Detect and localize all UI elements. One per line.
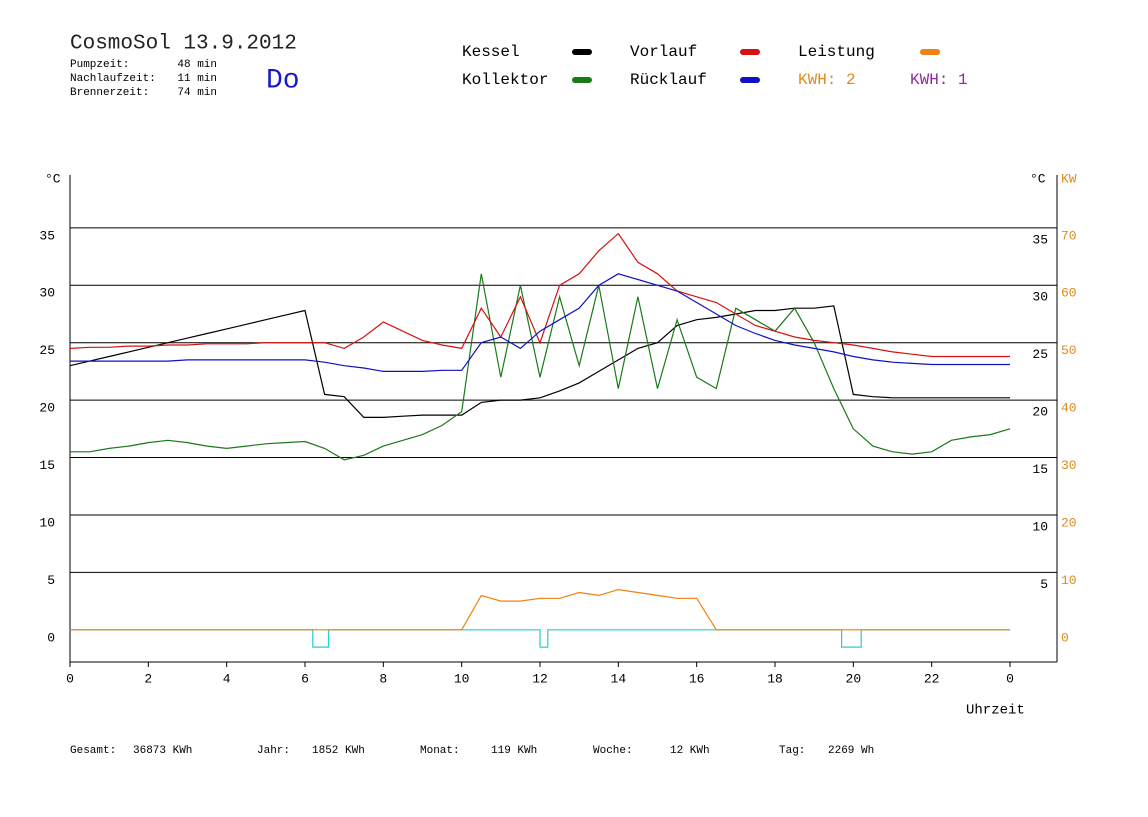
y-tick-label: 15 <box>39 458 55 473</box>
y2-tick-label: 0 <box>1061 630 1069 645</box>
x-tick-label: 20 <box>846 671 862 686</box>
y-axis-label: °C <box>45 171 61 186</box>
footer-value: 119 KWh <box>491 745 537 757</box>
legend-extra: KWH: 1 <box>910 71 968 89</box>
chart-title: CosmoSol 13.9.2012 <box>70 33 297 56</box>
footer-value: 12 KWh <box>670 745 710 757</box>
y-tick-label: 0 <box>47 630 55 645</box>
y-tick-label: 25 <box>39 343 55 358</box>
x-tick-label: 0 <box>66 671 74 686</box>
stat-label: Pumpzeit: <box>70 59 129 71</box>
stat-value: 11 min <box>177 73 217 85</box>
y-tick-label: 35 <box>39 228 55 243</box>
footer-value: 1852 KWh <box>312 745 365 757</box>
x-tick-label: 0 <box>1006 671 1014 686</box>
x-tick-label: 18 <box>767 671 783 686</box>
legend-label: Rücklauf <box>630 71 707 89</box>
x-tick-label: 14 <box>611 671 627 686</box>
y-right-tick-label: 20 <box>1032 405 1048 420</box>
series-line <box>69 305 1010 418</box>
weekday: Do <box>266 65 300 96</box>
y-right-tick-label: 35 <box>1032 232 1048 247</box>
y2-tick-label: 70 <box>1061 228 1077 243</box>
y2-tick-label: 10 <box>1061 573 1077 588</box>
x-tick-label: 4 <box>223 671 231 686</box>
footer-label: Jahr: <box>257 745 290 757</box>
y2-axis-unit: °C <box>1030 171 1046 186</box>
y-right-tick-label: 30 <box>1032 290 1048 305</box>
y-right-tick-label: 5 <box>1040 577 1048 592</box>
y2-tick-label: 50 <box>1061 343 1077 358</box>
y-tick-label: 20 <box>39 401 55 416</box>
x-tick-label: 6 <box>301 671 309 686</box>
series-line <box>69 232 1010 358</box>
legend-label: Kessel <box>462 43 520 61</box>
y-right-tick-label: 15 <box>1032 462 1048 477</box>
y2-tick-label: 40 <box>1061 401 1077 416</box>
y-right-tick-label: 10 <box>1032 519 1048 534</box>
x-tick-label: 2 <box>144 671 152 686</box>
legend-label: Vorlauf <box>630 43 697 61</box>
x-tick-label: 16 <box>689 671 705 686</box>
y-tick-label: 10 <box>39 515 55 530</box>
x-axis-label: Uhrzeit <box>966 703 1025 719</box>
x-tick-label: 12 <box>532 671 548 686</box>
series-line <box>70 629 1010 648</box>
y2-axis-label: KW <box>1061 171 1077 186</box>
x-tick-label: 22 <box>924 671 940 686</box>
y-tick-label: 30 <box>39 286 55 301</box>
footer-label: Woche: <box>593 745 633 757</box>
stat-value: 74 min <box>177 87 217 99</box>
x-tick-label: 8 <box>379 671 387 686</box>
footer-value: 36873 KWh <box>133 745 192 757</box>
series-line <box>70 588 1010 631</box>
footer-value: 2269 Wh <box>828 745 874 757</box>
stat-label: Nachlaufzeit: <box>70 73 156 85</box>
stat-label: Brennerzeit: <box>70 87 149 99</box>
footer-label: Gesamt: <box>70 745 116 757</box>
y-right-tick-label: 25 <box>1032 347 1048 362</box>
legend-label: Kollektor <box>462 71 548 89</box>
legend-label: Leistung <box>798 43 875 61</box>
stat-value: 48 min <box>177 59 217 71</box>
footer-label: Tag: <box>779 745 805 757</box>
y2-tick-label: 60 <box>1061 286 1077 301</box>
y-tick-label: 5 <box>47 573 55 588</box>
legend-extra: KWH: 2 <box>798 71 856 89</box>
series-line <box>70 273 1011 461</box>
x-tick-label: 10 <box>454 671 470 686</box>
footer-label: Monat: <box>420 745 460 757</box>
series-line <box>70 273 1010 372</box>
y2-tick-label: 20 <box>1061 515 1077 530</box>
y2-tick-label: 30 <box>1061 458 1077 473</box>
